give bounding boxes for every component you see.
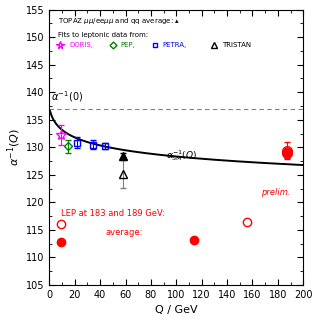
Text: average:: average:	[105, 228, 143, 237]
Text: PEP,: PEP,	[121, 41, 135, 48]
Text: TRISTAN: TRISTAN	[222, 41, 251, 48]
Text: prelim.: prelim.	[261, 188, 291, 197]
Text: LEP at 183 and 189 GeV:: LEP at 183 and 189 GeV:	[61, 209, 165, 218]
X-axis label: Q / GeV: Q / GeV	[155, 306, 197, 316]
Y-axis label: $\alpha^{-1}(Q)$: $\alpha^{-1}(Q)$	[5, 128, 23, 166]
Text: $\alpha_{\rm SM}^{-1}(Q)$: $\alpha_{\rm SM}^{-1}(Q)$	[166, 148, 197, 163]
Text: PETRA,: PETRA,	[162, 41, 187, 48]
Text: TOPAZ $\mu\mu$/ee$\mu\mu$ and qq average: $\blacktriangle$: TOPAZ $\mu\mu$/ee$\mu\mu$ and qq average…	[58, 16, 180, 26]
Text: DORIS,: DORIS,	[69, 41, 93, 48]
Text: $\alpha^{-1}(0)$: $\alpha^{-1}(0)$	[51, 90, 84, 104]
Text: Fits to leptonic data from:: Fits to leptonic data from:	[58, 31, 149, 38]
